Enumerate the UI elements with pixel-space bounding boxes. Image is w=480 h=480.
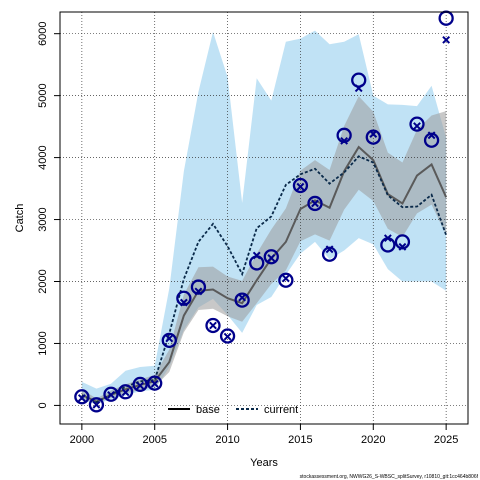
- predicted-catch-marker: [165, 334, 174, 343]
- base-confidence-band: [81, 96, 447, 404]
- y-tick-label: 6000: [37, 21, 49, 45]
- observed-catch-marker: [74, 389, 90, 405]
- x-tick-label: 2005: [142, 434, 166, 446]
- observed-catch-marker: [234, 292, 250, 308]
- predicted-catch-marker: [354, 84, 363, 93]
- observed-catch-marker: [190, 279, 207, 295]
- predicted-catch-marker: [252, 251, 261, 260]
- observed-catch-marker: [365, 129, 381, 145]
- predicted-catch-marker: [296, 182, 305, 191]
- predicted-catch-marker: [383, 234, 392, 243]
- observed-catch-marker: [351, 72, 367, 88]
- observed-catch-marker: [176, 290, 192, 306]
- y-tick-label: 2000: [37, 269, 49, 293]
- y-axis-title: Catch: [14, 204, 26, 233]
- observed-catch-marker: [423, 132, 440, 148]
- predicted-catch-marker: [340, 136, 349, 145]
- y-tick-label: 0: [37, 402, 49, 408]
- legend-current-label: current: [264, 404, 298, 416]
- predicted-catch-marker: [238, 293, 247, 302]
- footer-text: stockassessment.org, NWWG26_S-WBSC_split…: [300, 474, 479, 480]
- observed-catch-marker: [292, 177, 309, 194]
- predicted-catch-marker: [136, 381, 145, 390]
- plot-frame: [59, 11, 469, 425]
- predicted-catch-marker: [325, 245, 334, 254]
- observed-catch-marker: [219, 328, 236, 344]
- observed-catch-marker: [88, 397, 105, 413]
- predicted-catch-marker: [369, 130, 378, 138]
- x-tick-label: 2025: [434, 434, 458, 446]
- predicted-catch-marker: [223, 332, 232, 341]
- predicted-catch-marker: [194, 287, 203, 296]
- legend-base-label: base: [196, 404, 220, 416]
- observed-catch-marker: [263, 249, 279, 265]
- predicted-catch-marker: [281, 274, 290, 283]
- x-tick-label: 2020: [361, 434, 385, 446]
- observed-catch-marker: [103, 386, 119, 402]
- data-points: [74, 10, 454, 413]
- legend: base current: [168, 404, 298, 416]
- predicted-catch-marker: [427, 131, 436, 140]
- predicted-catch-marker: [413, 122, 421, 130]
- predicted-catch-marker: [150, 379, 159, 388]
- predicted-catch-marker: [92, 400, 101, 409]
- observed-catch-marker: [147, 375, 163, 391]
- observed-catch-marker: [409, 116, 425, 132]
- observed-catch-marker: [161, 332, 177, 349]
- predicted-catch-marker: [398, 242, 407, 251]
- confidence-bands: [81, 30, 447, 405]
- x-tick-label: 2015: [288, 434, 312, 446]
- x-axis: 2000 2005 2010 2015 2020 2025: [70, 424, 458, 446]
- observed-catch-marker: [321, 246, 338, 262]
- predicted-catch-marker: [77, 394, 86, 402]
- observed-catch-marker: [117, 384, 134, 400]
- predicted-catch-marker: [209, 321, 217, 330]
- observed-catch-marker: [278, 272, 294, 288]
- y-tick-label: 1000: [37, 331, 49, 355]
- y-tick-label: 3000: [37, 207, 49, 231]
- observed-catch-marker: [132, 376, 148, 392]
- predicted-catch-marker: [311, 199, 319, 208]
- x-axis-title: Years: [250, 457, 278, 469]
- current-line: [81, 155, 447, 404]
- predicted-catch-marker: [267, 254, 276, 262]
- predicted-catch-marker: [107, 390, 115, 399]
- observed-catch-marker: [307, 195, 323, 212]
- y-tick-label: 5000: [37, 83, 49, 107]
- x-tick-label: 2000: [70, 434, 94, 446]
- y-tick-label: 4000: [37, 145, 49, 169]
- grid-lines: [60, 12, 468, 424]
- y-axis: 0 1000 2000 3000 4000 5000 6000: [37, 21, 60, 408]
- predicted-catch-marker: [179, 298, 188, 307]
- observed-catch-marker: [205, 317, 221, 334]
- predicted-catch-marker: [121, 388, 130, 397]
- observed-catch-marker: [394, 234, 411, 250]
- predicted-catch-marker: [442, 35, 451, 44]
- x-tick-label: 2010: [215, 434, 239, 446]
